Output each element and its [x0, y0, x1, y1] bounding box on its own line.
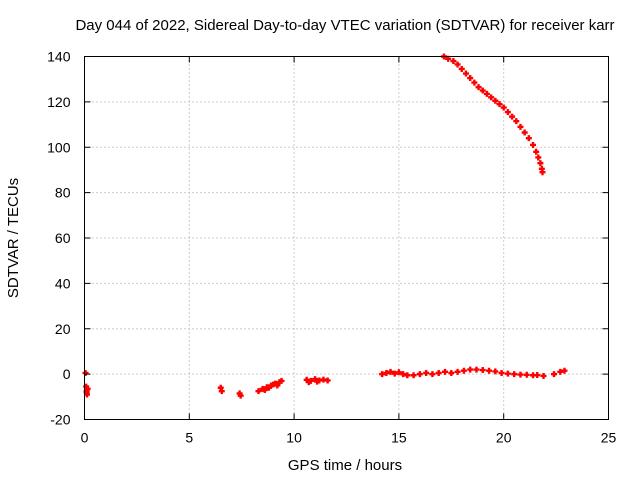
- data-point-marker: [454, 61, 461, 68]
- grid-lines: [84, 56, 609, 420]
- data-point-marker: [473, 366, 480, 373]
- data-point-marker: [498, 369, 505, 376]
- data-point-marker: [467, 75, 474, 82]
- x-axis-label: GPS time / hours: [288, 457, 402, 474]
- data-point-marker: [517, 371, 524, 378]
- data-point-marker: [467, 366, 474, 373]
- data-point-marker: [429, 371, 436, 378]
- data-point-marker: [535, 154, 542, 161]
- axis-ticks: 0 5 10 15 20 25 -20 0 20 40 60 80 100 120 140: [47, 49, 616, 446]
- data-point-marker: [218, 388, 225, 395]
- data-point-marker: [475, 84, 482, 91]
- data-point-marker: [537, 160, 544, 167]
- y-tick-label: 20: [55, 321, 71, 337]
- data-point-marker: [305, 379, 312, 386]
- x-tick-label: 25: [601, 430, 617, 446]
- data-point-marker: [492, 97, 499, 104]
- data-point-marker: [540, 372, 547, 379]
- data-point-marker: [450, 58, 457, 65]
- x-tick-label: 0: [81, 430, 89, 446]
- y-tick-label: 40: [55, 275, 71, 291]
- data-point-marker: [517, 123, 524, 130]
- data-point-marker: [471, 79, 478, 86]
- data-point-marker: [435, 369, 442, 376]
- y-tick-label: 140: [47, 49, 71, 65]
- data-point-marker: [274, 382, 281, 389]
- data-point-marker: [391, 370, 398, 377]
- data-point-marker: [458, 65, 465, 72]
- data-point-marker: [530, 141, 537, 148]
- data-point-marker: [523, 371, 530, 378]
- y-tick-label: 80: [55, 185, 71, 201]
- data-point-marker: [525, 135, 532, 142]
- data-point-marker: [265, 384, 272, 391]
- data-point-marker: [483, 90, 490, 97]
- x-tick-label: 15: [391, 430, 407, 446]
- y-axis-label: SDTVAR / TECUs: [5, 178, 22, 298]
- data-point-marker: [488, 94, 495, 101]
- data-point-marker: [460, 367, 467, 374]
- y-tick-label: -20: [50, 412, 70, 428]
- data-point-marker: [551, 371, 558, 378]
- data-point-marker: [521, 129, 528, 136]
- data-point-marker: [513, 118, 520, 125]
- y-tick-label: 100: [47, 139, 71, 155]
- data-point-marker: [486, 367, 493, 374]
- data-point-marker: [462, 70, 469, 77]
- data-point-marker: [479, 87, 486, 94]
- data-point-marker: [500, 104, 507, 111]
- x-tick-label: 5: [185, 430, 193, 446]
- data-point-marker: [534, 372, 541, 379]
- data-point-marker: [533, 148, 540, 155]
- data-point-marker: [410, 372, 417, 379]
- data-points: [82, 53, 568, 399]
- data-point-marker: [278, 377, 285, 384]
- y-tick-label: 60: [55, 230, 71, 246]
- data-point-marker: [404, 372, 411, 379]
- data-point-marker: [504, 109, 511, 116]
- data-point-marker: [561, 367, 568, 374]
- data-point-marker: [442, 368, 449, 375]
- plot-frame: [84, 56, 609, 420]
- data-point-marker: [261, 387, 268, 394]
- data-point-marker: [479, 367, 486, 374]
- data-point-marker: [395, 369, 402, 376]
- data-point-marker: [82, 369, 89, 376]
- x-tick-label: 10: [286, 430, 302, 446]
- data-point-marker: [416, 371, 423, 378]
- data-point-marker: [504, 370, 511, 377]
- data-point-marker: [237, 392, 244, 399]
- data-point-marker: [496, 101, 503, 108]
- x-tick-label: 20: [496, 430, 512, 446]
- y-tick-label: 120: [47, 94, 71, 110]
- data-point-marker: [511, 371, 518, 378]
- data-point-marker: [314, 378, 321, 385]
- data-point-marker: [423, 369, 430, 376]
- data-point-marker: [255, 388, 262, 395]
- chart-title: Day 044 of 2022, Sidereal Day-to-day VTE…: [75, 17, 614, 34]
- data-point-marker: [448, 369, 455, 376]
- data-point-marker: [387, 368, 394, 375]
- data-point-marker: [492, 368, 499, 375]
- y-tick-label: 0: [63, 366, 71, 382]
- data-point-marker: [509, 113, 516, 120]
- data-point-marker: [454, 368, 461, 375]
- data-point-marker: [539, 169, 546, 176]
- data-point-marker: [324, 377, 331, 384]
